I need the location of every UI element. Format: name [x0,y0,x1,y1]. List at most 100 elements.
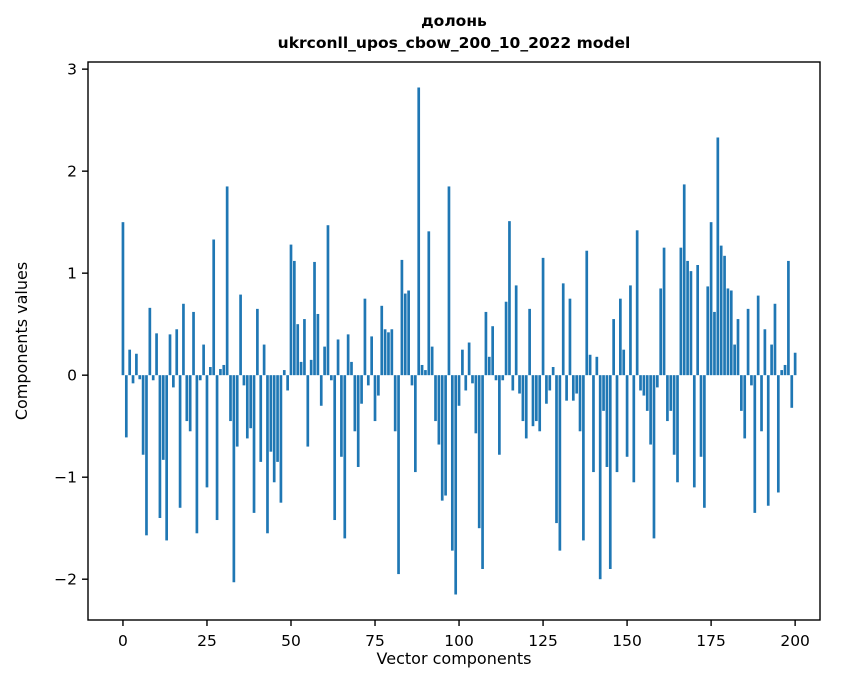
bar [286,375,289,391]
bar [467,342,471,376]
bar [592,375,595,473]
bar [303,319,306,376]
bar [346,334,350,376]
bar [682,184,686,376]
bar [736,319,740,376]
bar [763,329,767,376]
bar [588,354,592,376]
bar [124,375,128,438]
bar [175,329,179,376]
tick-labels-group: 0 25 50 75 100 125 150 175 200 3 2 1 0 −1 −2 [54,61,810,650]
bar [652,375,656,539]
bar [615,375,619,473]
plot-frame [87,61,821,621]
x-tick-label: 150 [612,632,642,650]
bar [783,364,787,376]
bar [753,375,757,513]
bar [770,344,773,376]
bar [242,375,246,386]
bar [622,349,626,376]
bar [138,375,142,380]
x-tick-label: 50 [281,632,301,650]
bar [461,349,464,376]
bar [262,344,266,376]
bar [716,137,720,376]
bar [692,375,696,488]
bar [437,375,441,445]
bar [635,230,639,376]
bar [172,375,175,388]
bar [272,375,276,483]
bar [595,356,599,376]
bar [370,336,373,376]
bar [151,375,155,381]
bar [793,352,797,376]
bar [645,375,649,411]
bar [484,311,488,376]
bar [524,375,528,439]
bar [511,375,515,391]
bar [726,288,730,376]
bar [239,294,242,376]
bar [141,375,145,455]
bar [192,311,195,376]
x-axis-label: Vector components [377,649,532,668]
bar [208,367,212,376]
bar [662,247,666,376]
bar [148,307,152,376]
bar [528,308,531,376]
bar [454,375,458,595]
bar [145,375,148,536]
bar [696,265,700,376]
bar [756,295,760,376]
bar [699,375,703,457]
bar [155,333,158,376]
bar [706,286,710,376]
bar [215,375,219,521]
bar [182,303,185,376]
bar [296,324,300,376]
bar [521,375,525,422]
bar [551,367,555,376]
bar [229,375,232,422]
bar [256,308,259,376]
bar [430,346,434,376]
bar [565,375,568,401]
bar [135,353,138,376]
bar [787,260,790,376]
bar [602,375,605,411]
x-tick-label: 100 [444,632,474,650]
bar [578,375,582,432]
bar [491,326,494,376]
bar [545,375,548,404]
bar [444,375,447,496]
bar [417,87,421,376]
bar [464,375,468,391]
bar [729,290,733,376]
bar [387,332,390,376]
chart-title: долонь [421,12,487,30]
bar [410,375,414,386]
bar [373,375,377,422]
bar [676,375,679,483]
y-tick-label: 3 [67,61,77,79]
bar [309,359,313,376]
bar [188,375,192,432]
bar [598,375,602,580]
bar [504,301,508,376]
bar [289,244,293,376]
bar [760,375,763,432]
bar [195,375,199,534]
bar [750,375,753,386]
bar [655,375,659,388]
bar [400,259,404,376]
bar [407,290,410,376]
bar [450,375,454,551]
bar [629,285,632,376]
bar [168,334,172,376]
bar [531,375,535,427]
bar [185,375,189,422]
bar [329,375,333,381]
y-tick-label: 1 [67,265,77,283]
